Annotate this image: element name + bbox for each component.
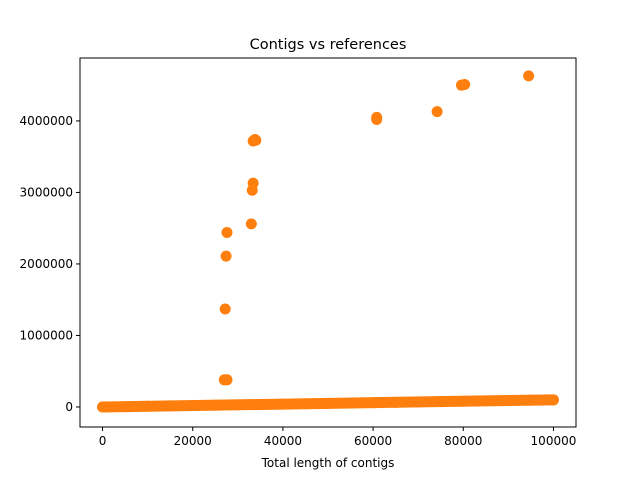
x-tick-label: 20000 — [174, 434, 212, 448]
x-axis-title: Total length of contigs — [261, 456, 395, 470]
scatter-point — [371, 111, 383, 123]
scatter-point — [345, 397, 357, 409]
scatter-point — [245, 218, 257, 230]
y-tick-label: 4000000 — [20, 114, 73, 128]
scatter-point — [119, 401, 131, 413]
scatter-point — [547, 394, 559, 406]
scatter-point — [457, 395, 469, 407]
scatter-point — [525, 394, 537, 406]
plot-frame — [79, 57, 577, 428]
x-tick-label: 60000 — [354, 434, 392, 448]
x-tick-label: 80000 — [444, 434, 482, 448]
scatter-point — [459, 78, 471, 90]
scatter-point — [209, 399, 221, 411]
axes-layer: 0 20000 40000 60000 80000 1000000100000020000… — [20, 57, 577, 448]
y-tick-label: 2000000 — [20, 257, 73, 271]
scatter-point — [254, 398, 266, 410]
scatter-point — [435, 396, 447, 408]
scatter-point — [390, 396, 402, 408]
points-layer — [97, 70, 559, 413]
scatter-point — [299, 398, 311, 410]
scatter-point — [232, 399, 244, 411]
x-tick-label: 40000 — [264, 434, 302, 448]
scatter-point — [502, 395, 514, 407]
scatter-point — [480, 395, 492, 407]
scatter-point — [221, 226, 233, 238]
scatter-point — [219, 303, 231, 315]
x-tick-label: 0 — [99, 434, 107, 448]
scatter-point — [142, 400, 154, 412]
chart-title: Contigs vs references — [250, 37, 407, 53]
x-tick-label: 100000 — [531, 434, 577, 448]
scatter-point — [431, 106, 443, 118]
scatter-point — [523, 70, 535, 82]
scatter-point — [97, 401, 109, 413]
y-tick-label: 3000000 — [20, 185, 73, 199]
scatter-point — [221, 374, 233, 386]
scatter-point — [412, 396, 424, 408]
y-tick-label: 0 — [65, 400, 73, 414]
scatter-point — [277, 398, 289, 410]
scatter-point — [187, 400, 199, 412]
scatter-point — [220, 250, 232, 262]
scatter-point — [367, 397, 379, 409]
scatter-point — [322, 397, 334, 409]
scatter-point — [247, 177, 259, 189]
y-tick-label: 1000000 — [20, 328, 73, 342]
scatter-point — [250, 134, 262, 146]
scatter-point — [164, 400, 176, 412]
